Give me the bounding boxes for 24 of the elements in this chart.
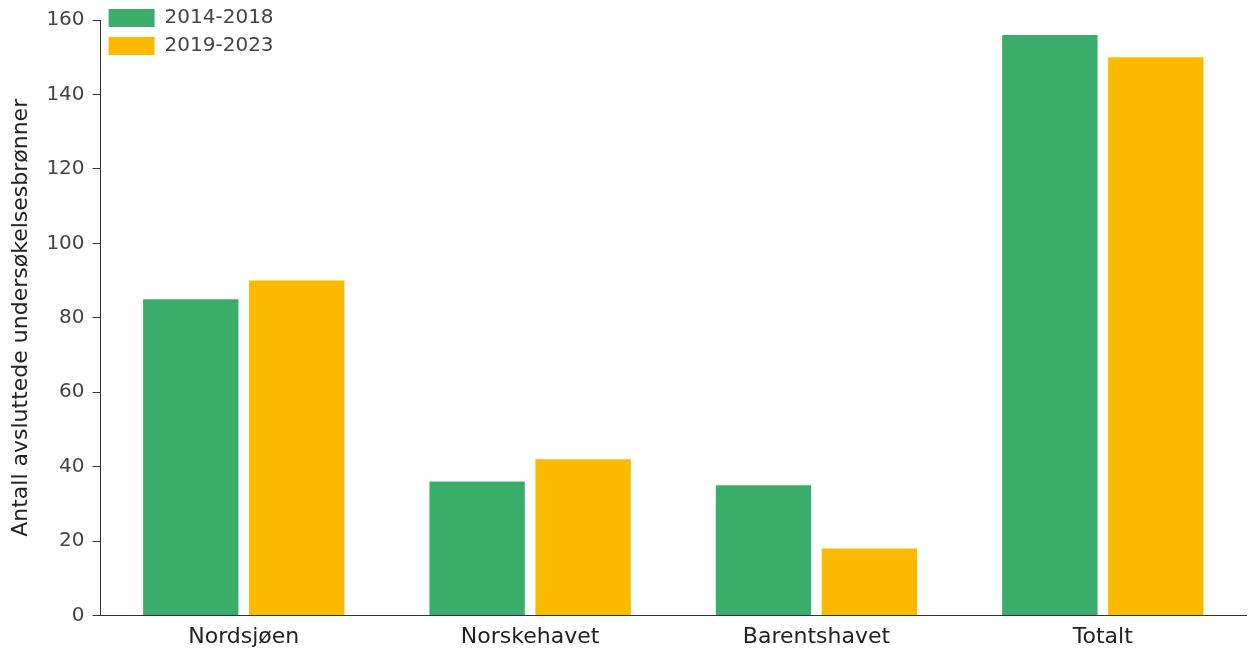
bar [143,299,239,616]
x-tick-label: Norskehavet [460,622,600,648]
y-tick-label: 100 [46,229,85,254]
y-tick-label: 160 [46,6,85,31]
y-tick-label: 80 [59,304,85,328]
bar [429,481,525,616]
y-tick-label: 120 [46,155,85,180]
bar [821,548,918,616]
y-tick-label: 40 [59,452,85,477]
legend-label: 2014-2018 [164,4,274,29]
y-tick-label: 0 [71,601,85,626]
legend-label: 2019-2023 [164,32,274,57]
x-tick-label: Totalt [1071,622,1134,648]
y-tick-label: 60 [59,378,85,403]
y-axis-title: Antall avsluttede undersøkelsesbrønner [6,97,32,537]
bar [715,485,812,616]
bar [535,459,631,616]
bar [1108,57,1204,616]
y-tick-label: 140 [46,80,85,105]
bar [1002,34,1098,616]
x-tick-label: Nordsjøen [188,622,300,648]
bar [249,280,345,616]
y-tick-label: 20 [59,527,85,552]
x-tick-label: Barentshavet [742,622,891,648]
